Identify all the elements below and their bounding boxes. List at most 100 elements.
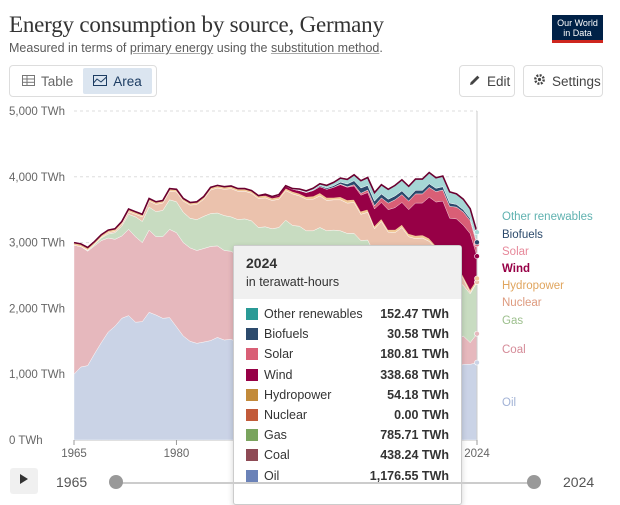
tooltip-header: 2024 in terawatt-hours (234, 246, 461, 299)
tooltip-series-name: Solar (264, 347, 294, 362)
subtitle-prefix: Measured in terms of (9, 41, 130, 55)
legend-item-oil[interactable]: Oil (502, 397, 516, 409)
settings-button[interactable]: Settings (523, 65, 603, 97)
owid-logo[interactable]: Our World in Data (552, 15, 603, 43)
x-tick-label: 2024 (464, 448, 490, 460)
tooltip-unit: in terawatt-hours (246, 275, 340, 289)
chart-title: Energy consumption by source, Germany (9, 12, 384, 37)
timeline: 1965 2024 (0, 466, 620, 494)
tooltip-series-value: 0.00 TWh (394, 408, 449, 423)
y-tick-label: 0 TWh (9, 435, 43, 447)
tooltip-series-value: 1,176.55 TWh (369, 468, 449, 483)
timeline-end-label: 2024 (563, 474, 595, 490)
play-button[interactable] (10, 468, 38, 494)
area-biofuels[interactable] (73, 180, 478, 248)
legend-item-nuclear[interactable]: Nuclear (502, 297, 542, 309)
legend-item-biofuels[interactable]: Biofuels (502, 229, 543, 241)
legend-item-coal[interactable]: Coal (502, 344, 526, 356)
table-icon (22, 74, 35, 89)
tooltip-series-name: Wind (264, 367, 293, 382)
tab-table[interactable]: Table (12, 68, 83, 94)
y-tick-label: 4,000 TWh (9, 172, 65, 184)
legend-item-gas[interactable]: Gas (502, 315, 523, 327)
end-dot-coal (474, 330, 480, 337)
legend-item-other-renewables[interactable]: Other renewables (502, 211, 593, 223)
timeline-end-handle[interactable] (527, 475, 541, 489)
primary-energy-link[interactable]: primary energy (129, 41, 214, 55)
end-dot-other-renewables (474, 229, 480, 236)
substitution-method-link[interactable]: substitution method (270, 41, 380, 55)
play-icon (19, 472, 29, 490)
tooltip-row: Other renewables 152.47 TWh (234, 304, 461, 324)
gear-icon (533, 73, 546, 89)
tooltip-row: Wind 338.68 TWh (234, 365, 461, 385)
tooltip-swatch (246, 469, 258, 482)
tooltip-series-value: 180.81 TWh (380, 347, 449, 362)
end-dot-oil (474, 359, 480, 366)
tooltip-row: Nuclear 0.00 TWh (234, 405, 461, 425)
y-tick-label: 5,000 TWh (9, 106, 65, 118)
tooltip-row: Hydropower 54.18 TWh (234, 385, 461, 405)
tooltip-rows: Other renewables 152.47 TWh Biofuels 30.58 … (234, 299, 461, 486)
view-tabs: Table Area (9, 65, 157, 97)
tooltip: 2024 in terawatt-hours Other renewables 1… (233, 245, 462, 505)
tooltip-year: 2024 (246, 255, 278, 271)
legend-item-hydropower[interactable]: Hydropower (502, 280, 564, 292)
settings-label: Settings (552, 73, 601, 89)
tooltip-swatch (246, 429, 258, 442)
end-dot-nuclear (474, 279, 480, 285)
tooltip-row: Biofuels 30.58 TWh (234, 324, 461, 344)
tooltip-series-value: 54.18 TWh (387, 387, 449, 402)
logo-line1: Our World (557, 18, 598, 28)
tooltip-row: Coal 438.24 TWh (234, 445, 461, 465)
total-outline (73, 171, 478, 249)
end-dot-wind (474, 253, 480, 259)
legend-item-wind[interactable]: Wind (502, 263, 530, 275)
edit-label: Edit (487, 73, 511, 89)
x-tick-label: 1965 (61, 448, 87, 460)
pencil-icon (469, 74, 481, 89)
tooltip-series-name: Other renewables (264, 307, 363, 322)
tab-area[interactable]: Area (83, 68, 152, 94)
tooltip-row: Solar 180.81 TWh (234, 344, 461, 364)
end-dot-gas (474, 279, 480, 285)
end-dot-biofuels (474, 239, 480, 246)
y-tick-label: 2,000 TWh (9, 303, 65, 315)
tooltip-series-name: Nuclear (264, 408, 308, 423)
legend-item-solar[interactable]: Solar (502, 246, 529, 258)
tooltip-series-name: Hydropower (264, 387, 332, 402)
tooltip-swatch (246, 308, 258, 321)
tooltip-row: Oil 1,176.55 TWh (234, 466, 461, 486)
area-chart-icon (93, 74, 108, 89)
x-tick-label: 1980 (164, 448, 190, 460)
end-dot-hydropower (474, 275, 480, 282)
tooltip-swatch (246, 328, 258, 341)
y-tick-label: 1,000 TWh (9, 369, 65, 381)
timeline-track[interactable] (117, 482, 533, 484)
tooltip-series-name: Gas (264, 428, 287, 443)
tooltip-series-value: 785.71 TWh (380, 428, 449, 443)
subtitle-suffix: . (379, 41, 383, 55)
tooltip-swatch (246, 368, 258, 381)
tooltip-series-value: 438.24 TWh (380, 448, 449, 463)
tooltip-series-name: Coal (264, 448, 290, 463)
tooltip-series-value: 152.47 TWh (380, 307, 449, 322)
tab-area-label: Area (113, 73, 142, 89)
tooltip-swatch (246, 348, 258, 361)
tooltip-series-name: Oil (264, 468, 280, 483)
tab-table-label: Table (41, 73, 74, 89)
end-dot-solar (474, 241, 480, 248)
tooltip-swatch (246, 409, 258, 422)
tooltip-series-name: Biofuels (264, 327, 309, 342)
logo-line2: in Data (563, 28, 592, 38)
tooltip-swatch (246, 388, 258, 401)
chart-subtitle: Measured in terms of primary energy usin… (9, 41, 383, 55)
edit-button[interactable]: Edit (459, 65, 515, 97)
y-tick-label: 3,000 TWh (9, 238, 65, 250)
tooltip-series-value: 338.68 TWh (380, 367, 449, 382)
subtitle-mid: using the (213, 41, 271, 55)
area-other-renewables[interactable] (73, 172, 478, 248)
tooltip-series-value: 30.58 TWh (387, 327, 449, 342)
timeline-start-handle[interactable] (109, 475, 123, 489)
timeline-start-label: 1965 (56, 474, 88, 490)
